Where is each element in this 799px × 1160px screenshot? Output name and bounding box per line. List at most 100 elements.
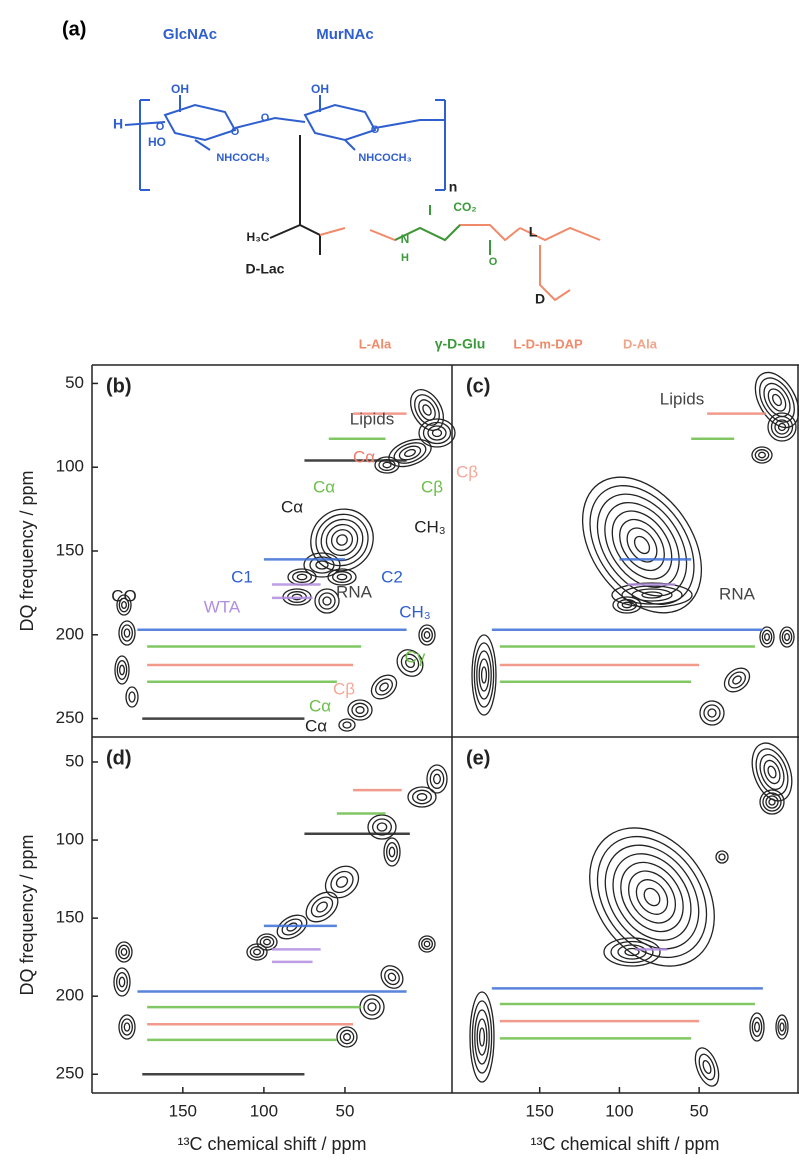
contour (396, 649, 424, 677)
contour (259, 936, 275, 948)
contour (332, 571, 352, 583)
contour (347, 699, 373, 721)
contour (296, 573, 308, 581)
contour (762, 792, 782, 812)
peak-annotation: RNA (719, 584, 756, 603)
contour (761, 629, 773, 645)
contour (379, 682, 389, 692)
contour (407, 786, 437, 808)
contour (621, 601, 633, 609)
peak-annotation: Cα (313, 477, 335, 496)
structure-label: HO (148, 135, 166, 149)
contour (581, 476, 703, 614)
contour (596, 835, 708, 959)
contour (123, 628, 131, 638)
y-tick-label: 150 (56, 908, 84, 927)
contour (336, 1026, 358, 1048)
contour (414, 394, 440, 426)
contour (116, 972, 128, 992)
contour (759, 754, 785, 790)
contour (765, 795, 779, 809)
contour (342, 721, 352, 729)
contour (754, 449, 770, 461)
contour (767, 412, 797, 442)
contour (603, 937, 661, 967)
contour (418, 624, 436, 646)
contour (121, 601, 127, 609)
contour (473, 642, 495, 708)
x-axis-title: ¹³C chemical shift / ppm (530, 1134, 719, 1154)
contour (619, 518, 665, 572)
contour (418, 935, 436, 953)
y-tick-label: 50 (65, 751, 84, 770)
structure-label: OH (311, 82, 329, 96)
contour (707, 708, 717, 718)
contour (380, 965, 404, 989)
contour (764, 633, 770, 641)
contour (624, 947, 640, 957)
contour (416, 793, 428, 801)
x-tick-label: 150 (526, 1101, 554, 1120)
contour (694, 1047, 720, 1087)
contour (779, 1022, 785, 1032)
contour (374, 456, 400, 474)
peak-annotation: C1 (231, 567, 253, 586)
contour (774, 419, 790, 435)
contour (121, 1018, 133, 1036)
contour (422, 404, 432, 416)
contour (612, 596, 642, 614)
contour (386, 842, 398, 862)
peak-annotation: CO (111, 586, 137, 605)
peak-annotation: Cβ (456, 462, 478, 481)
contour (422, 421, 452, 445)
contour (643, 887, 661, 907)
structure-drawing (124, 95, 601, 302)
contour (621, 585, 683, 605)
contour (751, 1017, 763, 1037)
contour (322, 596, 332, 606)
contour (478, 1027, 486, 1047)
contour (604, 844, 700, 950)
structure-label: γ-D-Glu (435, 336, 486, 352)
structure-label: O (371, 124, 380, 136)
contour (759, 377, 795, 423)
structure-label: L-D-m-DAP (513, 336, 583, 351)
contour (339, 1029, 355, 1045)
structure-label: L (529, 224, 538, 240)
structure-label: L-Ala (359, 336, 392, 351)
contour (376, 822, 388, 832)
contour (474, 1009, 490, 1065)
structure-label: O (231, 126, 240, 138)
contour (610, 940, 654, 964)
contour (611, 582, 693, 608)
contour (633, 535, 651, 555)
contour (382, 461, 392, 469)
contour (118, 976, 126, 988)
panel-label: (e) (466, 747, 490, 769)
y-tick-label: 50 (65, 373, 84, 392)
peak-annotation: Cα (309, 696, 331, 715)
contour (626, 527, 658, 563)
contour (367, 1002, 377, 1012)
panel-label: (d) (106, 747, 132, 769)
structure-label: N (401, 232, 410, 246)
structure-label: NHCOCH₃ (216, 152, 269, 164)
y-tick-label: 250 (56, 1064, 84, 1083)
y-tick-label: 200 (56, 986, 84, 1005)
structure-label: O (261, 112, 270, 124)
contour (286, 922, 298, 932)
x-tick-label: 50 (336, 1101, 355, 1120)
contour (611, 510, 673, 580)
contour (316, 901, 328, 913)
panel-label: (a) (62, 18, 86, 40)
contour (121, 624, 133, 642)
contour (114, 655, 130, 685)
contour (476, 650, 492, 700)
contour (383, 837, 401, 867)
peak-annotation: Cα (305, 716, 327, 735)
contour (370, 674, 398, 700)
contour (749, 1012, 765, 1042)
contour (779, 626, 795, 648)
contour (754, 1021, 760, 1033)
